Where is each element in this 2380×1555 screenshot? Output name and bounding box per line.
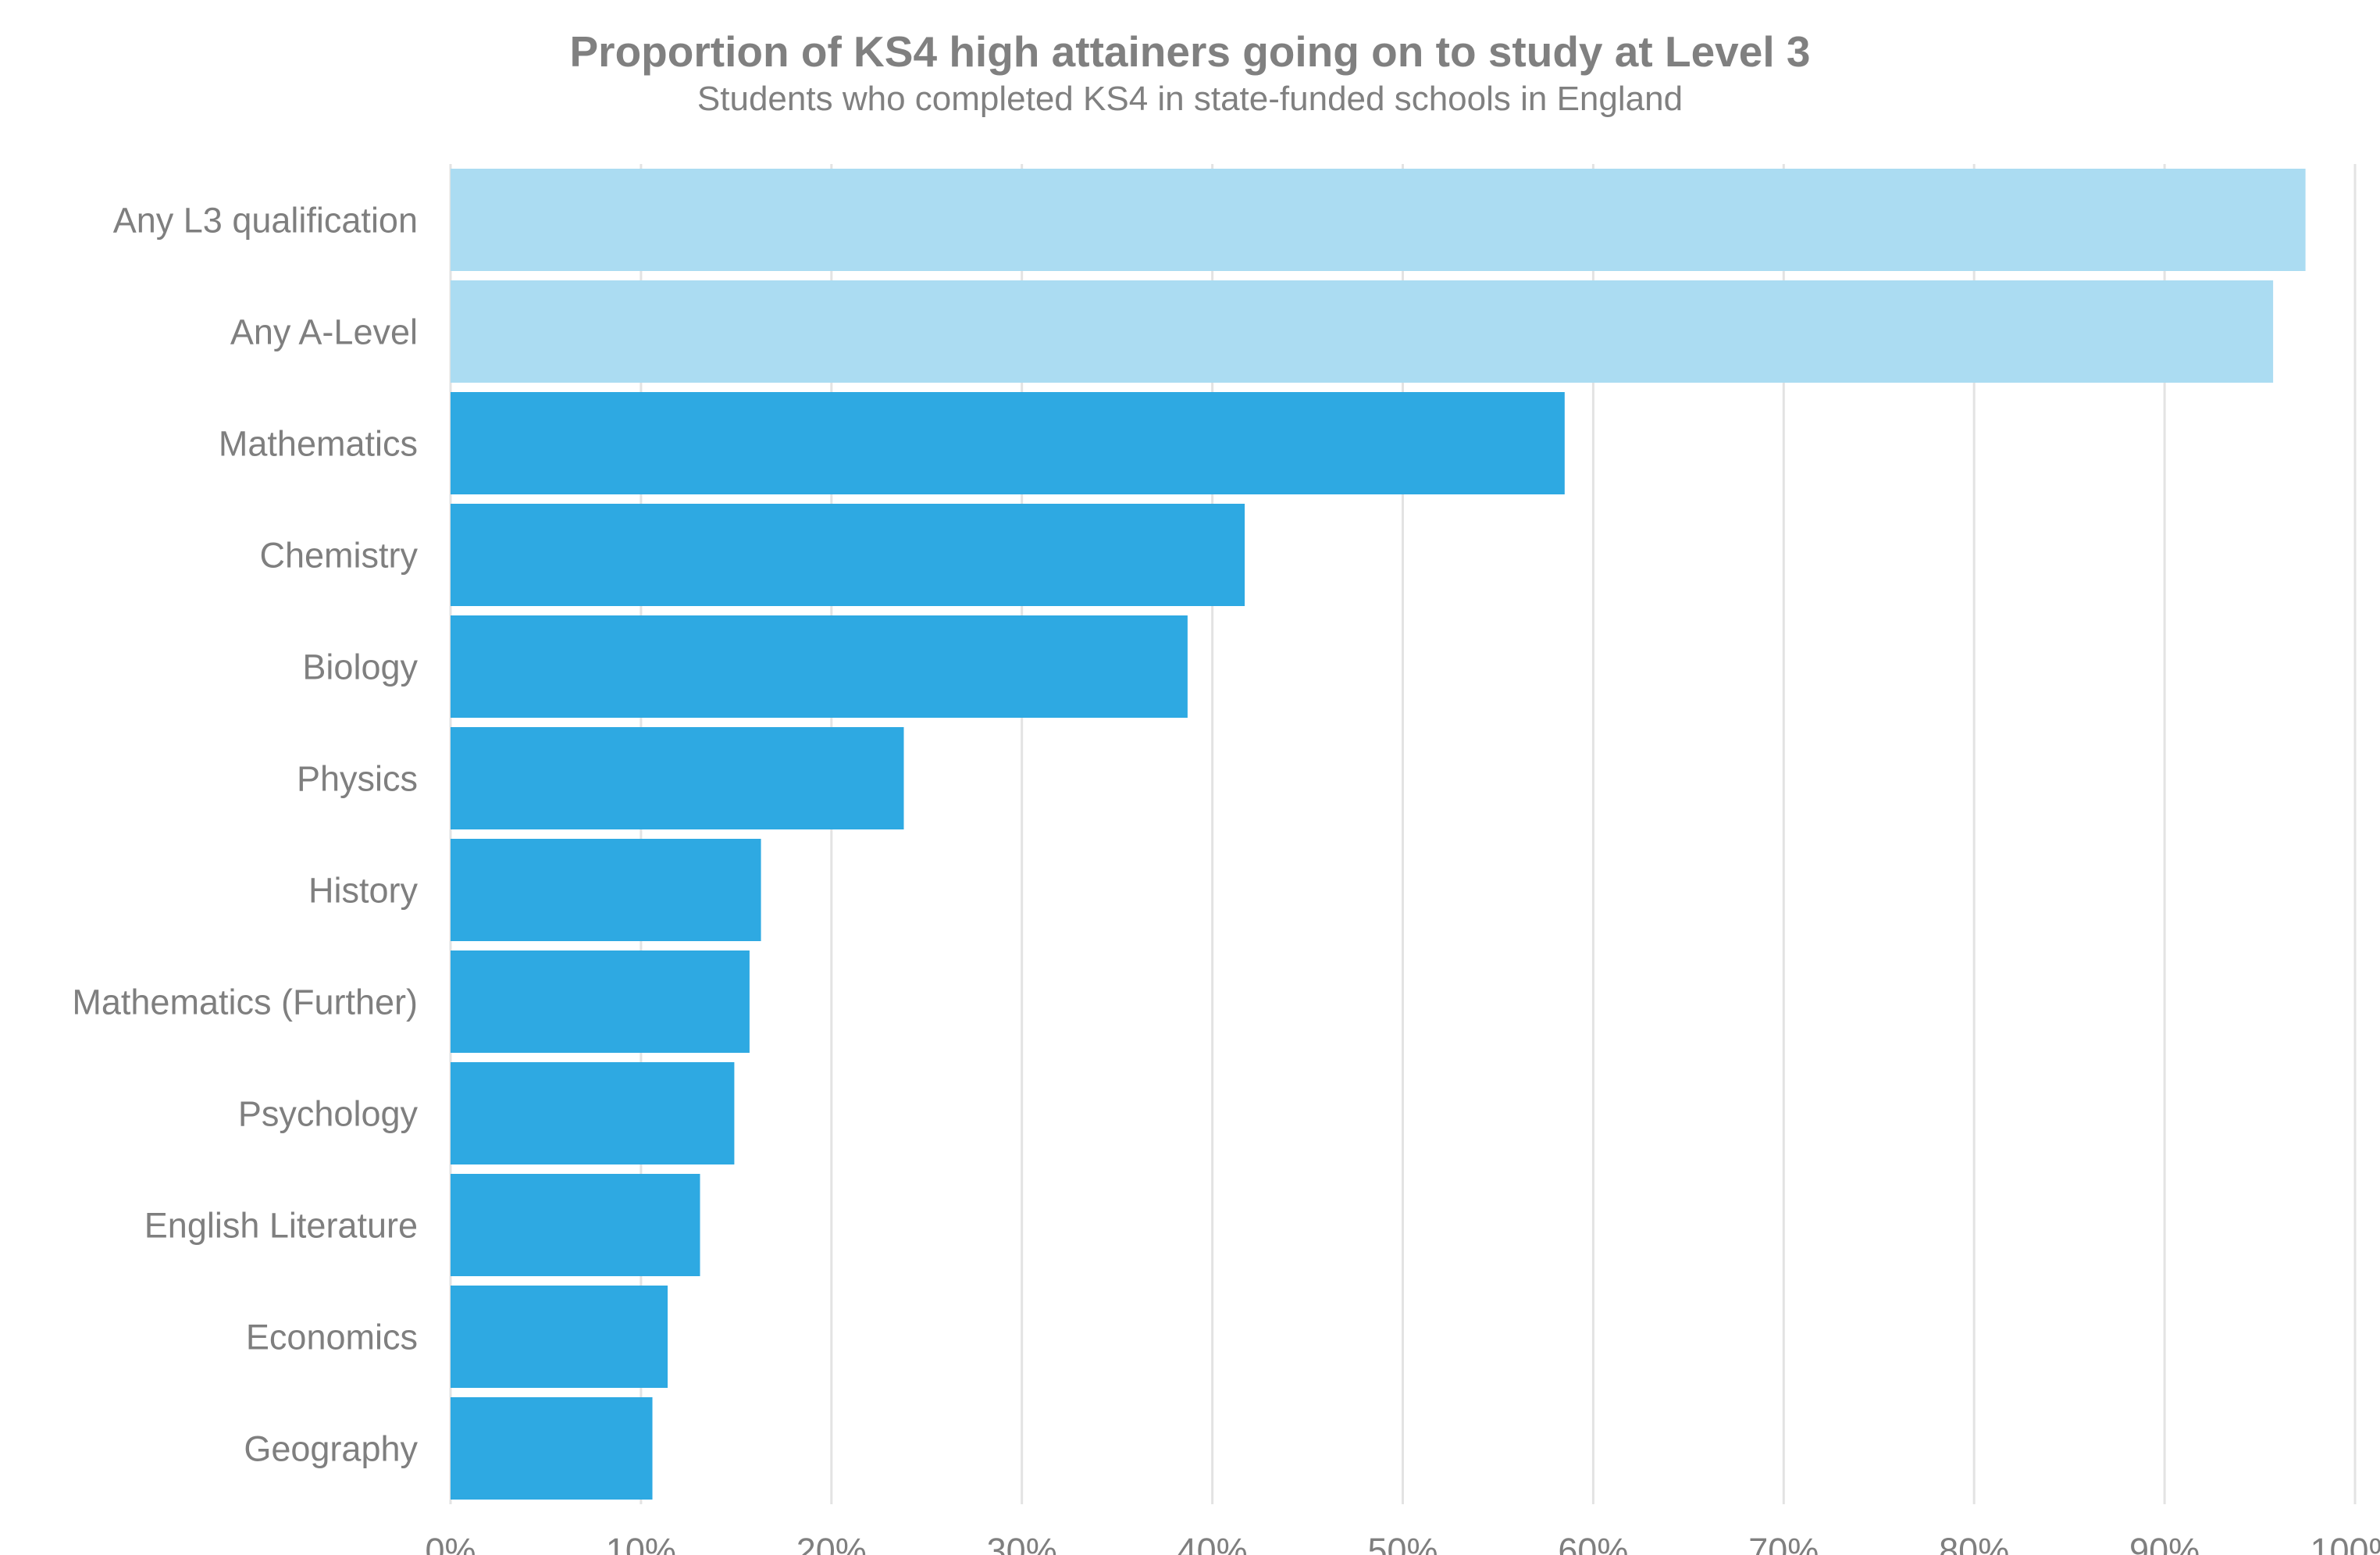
- bar-biology: [451, 615, 1188, 718]
- x-tick-label: 60%: [1558, 1531, 1628, 1555]
- bar-any-l3-qualification: [451, 169, 2306, 271]
- category-labels: Any L3 qualification Any A-Level Mathemati…: [72, 201, 418, 1469]
- x-tick-label: 100%: [2310, 1531, 2380, 1555]
- bar-english-literature: [451, 1174, 700, 1276]
- bar-any-a-level: [451, 280, 2274, 383]
- chart-subtitle: Students who completed KS4 in state-fund…: [697, 80, 1683, 118]
- x-tick-label: 40%: [1178, 1531, 1248, 1555]
- bar-geography: [451, 1397, 653, 1500]
- category-label: Economics: [246, 1318, 418, 1357]
- bar-mathematics: [451, 392, 1565, 494]
- bar-physics: [451, 727, 904, 829]
- bar-history: [451, 839, 761, 941]
- x-axis-ticks: 0% 10% 20% 30% 40% 50% 60% 70% 80% 90% 100%: [425, 1531, 2380, 1555]
- x-tick-label: 10%: [606, 1531, 676, 1555]
- category-label: Chemistry: [259, 536, 418, 576]
- category-label: Mathematics: [219, 424, 418, 464]
- chart-title: Proportion of KS4 high attainers going o…: [569, 27, 1811, 76]
- x-tick-label: 80%: [1939, 1531, 2009, 1555]
- bar-economics: [451, 1286, 668, 1388]
- category-label: Mathematics (Further): [72, 983, 418, 1022]
- x-tick-label: 20%: [796, 1531, 867, 1555]
- x-tick-label: 0%: [425, 1531, 476, 1555]
- category-label: Any L3 qualification: [113, 201, 418, 241]
- gridlines: [449, 164, 2357, 1504]
- category-label: Physics: [297, 759, 418, 799]
- category-label: Psychology: [238, 1094, 419, 1134]
- x-tick-label: 90%: [2129, 1531, 2200, 1555]
- bar-chemistry: [451, 504, 1245, 606]
- category-label: English Literature: [144, 1206, 418, 1246]
- bar-psychology: [451, 1062, 735, 1164]
- category-label: Biology: [302, 647, 418, 687]
- bars: [451, 169, 2306, 1500]
- x-tick-label: 30%: [987, 1531, 1057, 1555]
- category-label: Any A-Level: [230, 312, 418, 352]
- category-label: Geography: [244, 1429, 418, 1469]
- bar-mathematics-further: [451, 950, 750, 1053]
- category-label: History: [308, 871, 419, 911]
- x-tick-label: 70%: [1748, 1531, 1819, 1555]
- x-tick-label: 50%: [1367, 1531, 1438, 1555]
